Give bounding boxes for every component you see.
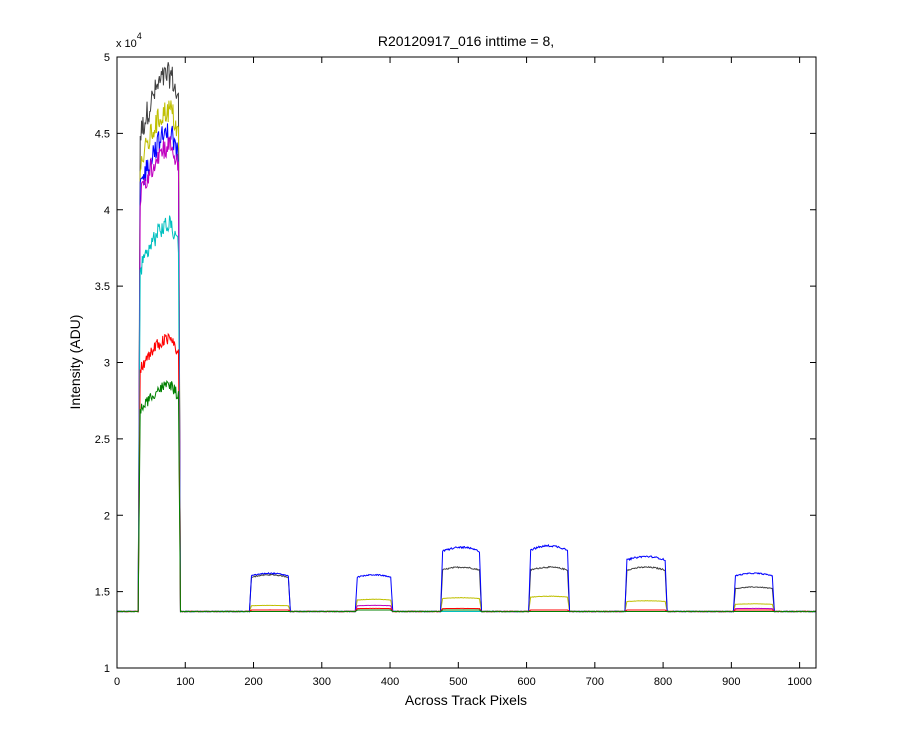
y-tick-label: 1 — [104, 663, 110, 675]
chart-title: R20120917_016 inttime = 8, — [378, 33, 554, 49]
y-tick-label: 2 — [104, 510, 110, 522]
y-exponent-base: x 10 — [116, 38, 137, 50]
y-axis-exponent: x 104 — [116, 31, 142, 50]
x-tick-label: 1000 — [787, 676, 811, 688]
y-tick-label: 3 — [104, 358, 110, 370]
x-tick-label: 300 — [313, 676, 331, 688]
x-tick-label: 400 — [381, 676, 399, 688]
y-tick-label: 4.5 — [95, 128, 110, 140]
x-axis-label: Across Track Pixels — [405, 692, 527, 708]
y-axis-ticks: 1 1.5 2 2.5 3 3.5 4 4.5 5 — [95, 52, 816, 675]
x-tick-label: 800 — [654, 676, 672, 688]
y-tick-label: 4 — [104, 205, 110, 217]
x-tick-label: 500 — [449, 676, 467, 688]
x-tick-label: 0 — [114, 676, 120, 688]
x-tick-label: 200 — [244, 676, 262, 688]
x-tick-label: 600 — [517, 676, 535, 688]
x-tick-label: 900 — [722, 676, 740, 688]
series-line-7 — [116, 380, 817, 613]
y-axis-label: Intensity (ADU) — [67, 315, 83, 410]
y-exponent-power: 4 — [137, 31, 142, 41]
y-tick-label: 1.5 — [95, 587, 110, 599]
x-tick-label: 700 — [586, 676, 604, 688]
plot-area — [116, 62, 817, 613]
y-tick-label: 2.5 — [95, 434, 110, 446]
x-tick-label: 100 — [176, 676, 194, 688]
x-axis-ticks: 0 100 200 300 400 500 600 700 800 900 1000 — [114, 57, 812, 688]
y-tick-label: 5 — [104, 52, 110, 64]
y-tick-label: 3.5 — [95, 281, 110, 293]
